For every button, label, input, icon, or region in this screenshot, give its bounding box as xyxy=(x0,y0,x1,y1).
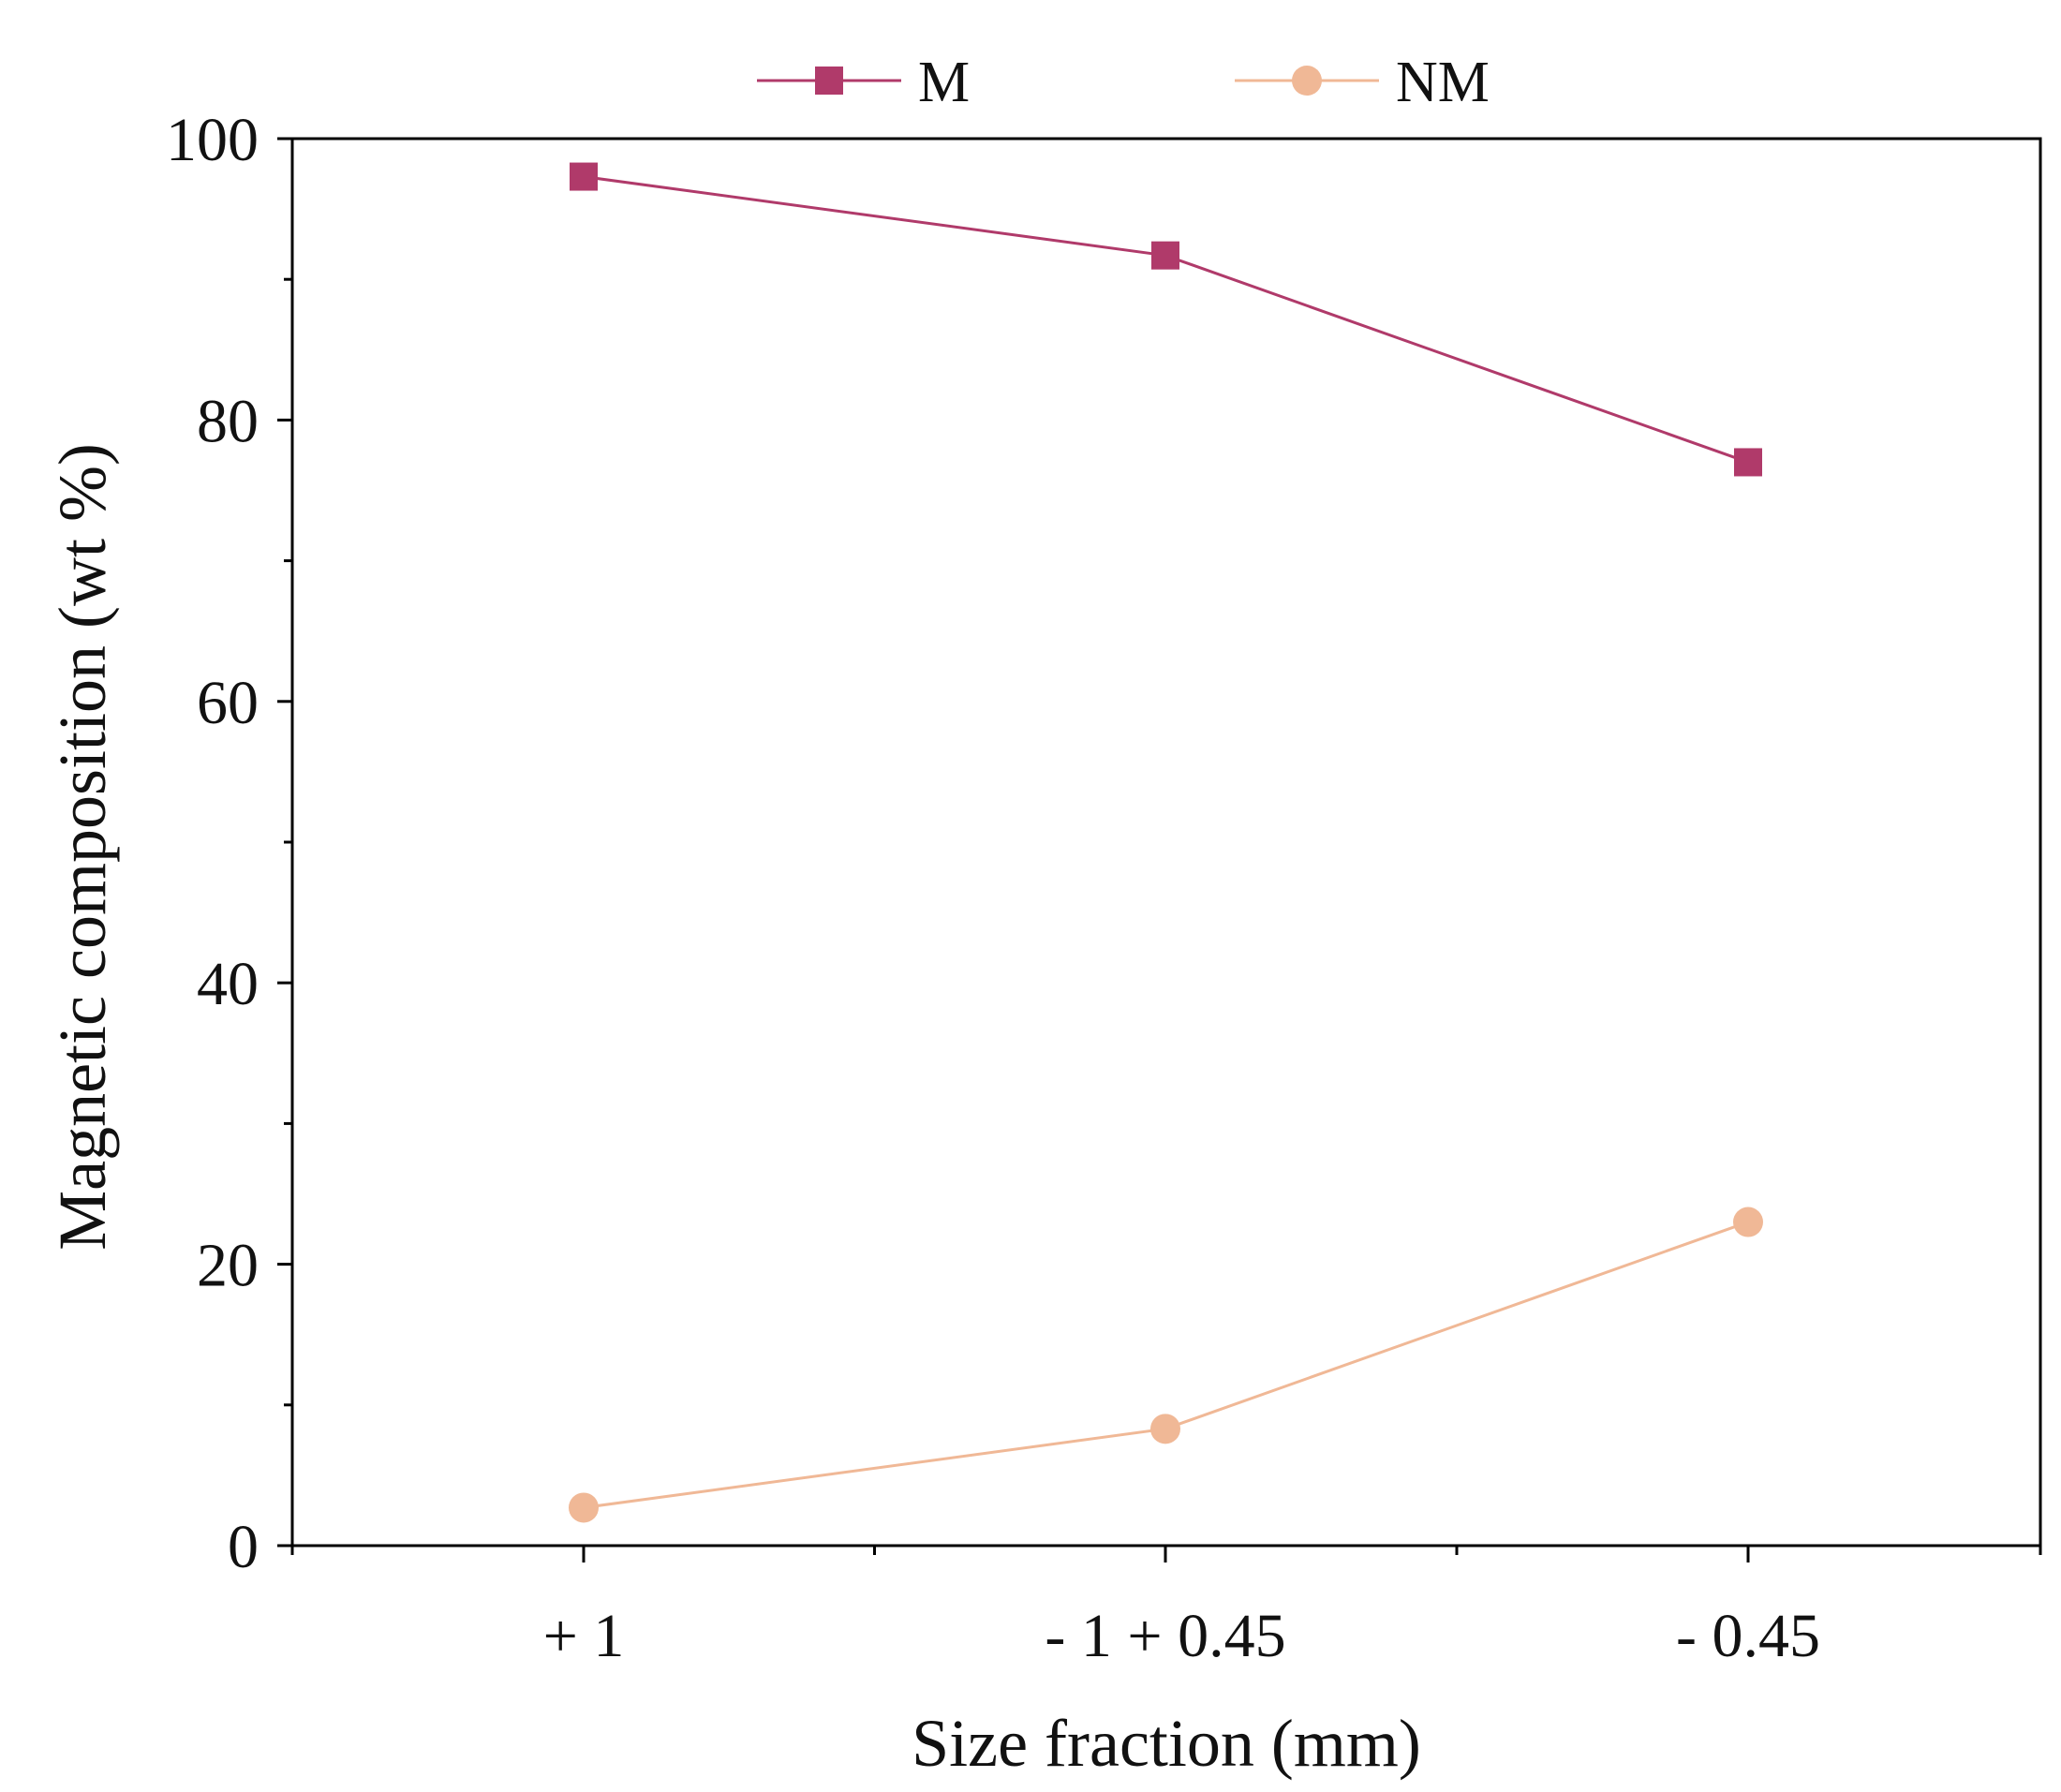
y-tick-label: 0 xyxy=(228,1513,259,1581)
y-tick-label: 80 xyxy=(197,387,259,455)
y-tick-label: 60 xyxy=(197,669,259,737)
legend: M NM xyxy=(757,51,1490,114)
y-axis-title: Magnetic composition (wt %) xyxy=(45,443,120,1251)
legend-marker-square xyxy=(815,67,843,95)
y-tick-label: 20 xyxy=(197,1232,259,1300)
x-tick-label: - 1 + 0.45 xyxy=(1045,1602,1285,1670)
data-point-circle xyxy=(1733,1207,1763,1237)
data-point-circle xyxy=(1150,1414,1180,1444)
y-tick-label: 40 xyxy=(197,950,259,1018)
series-layer xyxy=(569,162,1763,1523)
data-point-square xyxy=(570,162,598,191)
data-point-square xyxy=(1151,241,1179,270)
x-axis: + 1 - 1 + 0.45 - 0.45 xyxy=(290,1546,2042,1670)
y-axis: 0 20 40 60 80 100 xyxy=(166,106,292,1581)
series-line-nm xyxy=(583,1221,1749,1509)
legend-label: M xyxy=(918,51,970,114)
plot-frame xyxy=(290,137,2042,1548)
legend-item-nm: NM xyxy=(1235,51,1490,114)
plot-border xyxy=(290,137,2042,1548)
legend-marker-circle xyxy=(1292,66,1322,96)
series-nm xyxy=(569,1207,1763,1523)
series-m xyxy=(570,162,1762,477)
x-axis-title: Size fraction (mm) xyxy=(912,1706,1421,1781)
y-tick-label: 100 xyxy=(166,106,259,174)
legend-label: NM xyxy=(1396,51,1490,114)
data-point-circle xyxy=(569,1492,599,1523)
x-tick-label: - 0.45 xyxy=(1676,1602,1820,1670)
legend-item-m: M xyxy=(757,51,970,114)
data-point-square xyxy=(1734,448,1762,477)
x-tick-label: + 1 xyxy=(543,1602,625,1670)
series-line-m xyxy=(583,175,1749,464)
